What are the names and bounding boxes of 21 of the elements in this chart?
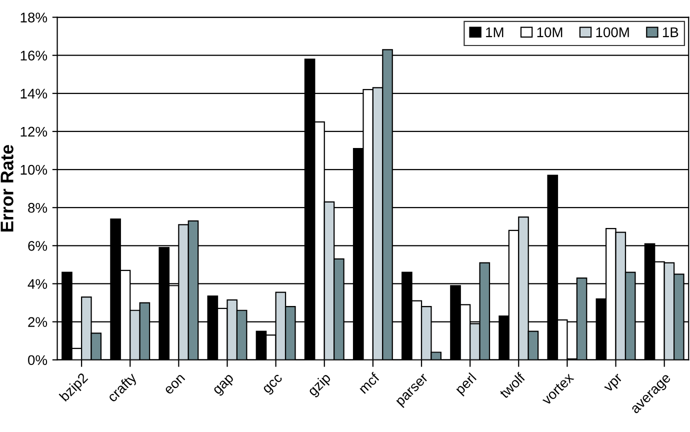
x-tick-label: gap: [213, 374, 236, 397]
y-tick-label: 6%: [28, 241, 48, 251]
y-tick-label: 18%: [20, 12, 48, 22]
y-tick-label: 10%: [20, 164, 48, 175]
x-tick-label: gzip: [306, 372, 334, 398]
y-tick-label: 0%: [28, 355, 48, 366]
x-tick-label: vpr: [604, 374, 625, 394]
y-tick-label: 8%: [28, 202, 48, 213]
y-axis-title: Error Rate: [0, 145, 14, 232]
legend-label: 100M: [596, 27, 629, 38]
x-tick-label: mcf: [358, 372, 380, 394]
y-tick-label: 2%: [28, 317, 48, 327]
y-tick-label: 14%: [20, 88, 48, 99]
x-tick-label: gcc: [262, 374, 285, 396]
legend-label: 1M: [486, 28, 504, 38]
x-tick-label: eon: [164, 374, 186, 395]
y-tick-label: 4%: [28, 279, 48, 289]
y-tick-label: 12%: [20, 126, 48, 137]
legend-label: 10M: [537, 27, 562, 38]
y-tick-label: 16%: [20, 50, 48, 61]
legend-label: 1B: [662, 28, 678, 38]
